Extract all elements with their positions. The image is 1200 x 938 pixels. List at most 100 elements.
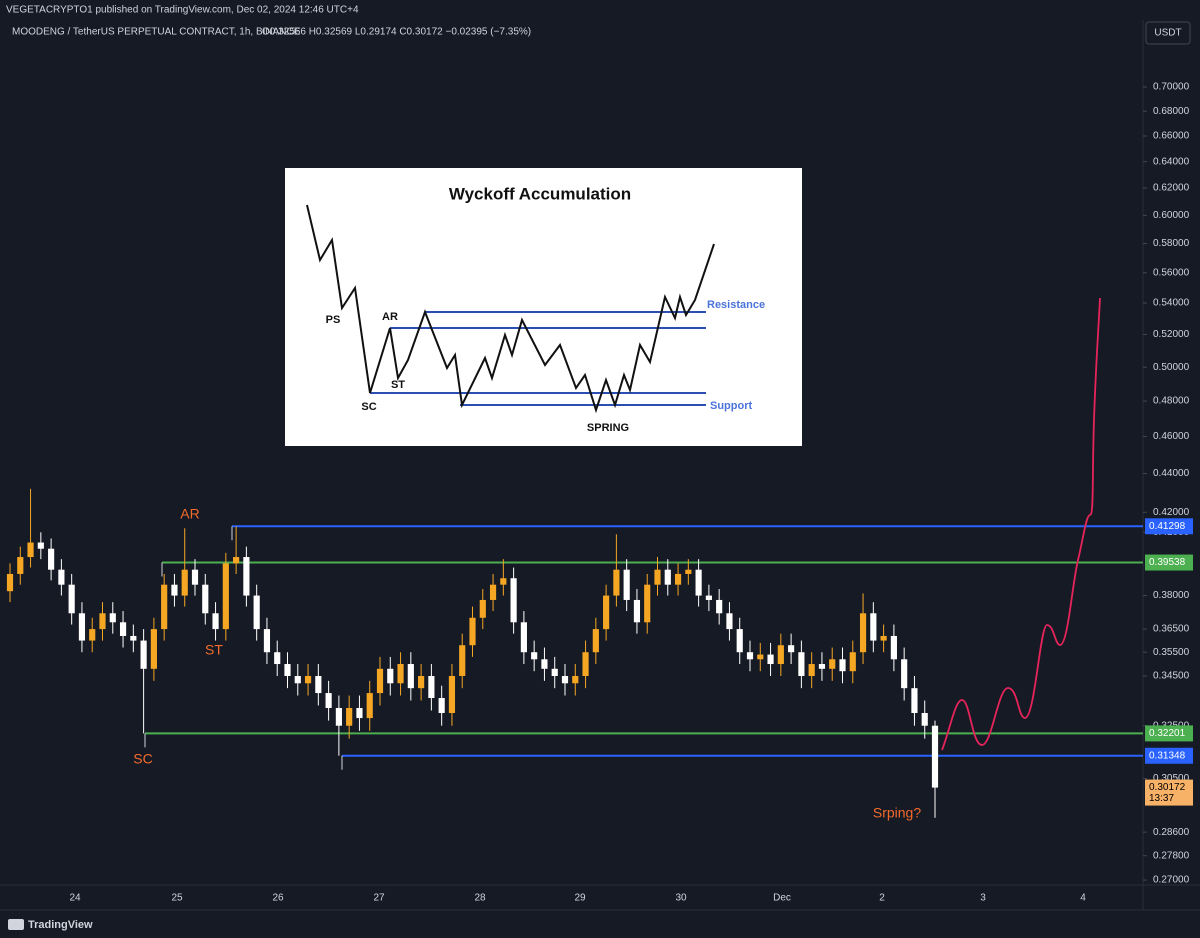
y-tick-label: 0.64000 [1153,156,1190,167]
candle-body [17,557,24,574]
currency-button[interactable] [1145,21,1191,45]
candle-body [623,569,630,600]
candle-body [911,688,918,714]
candle-body [459,645,466,677]
candle-body [561,676,569,684]
candle-body [397,664,404,684]
candle-body [582,652,589,677]
inset-label: ST [391,379,405,391]
y-tick-label: 0.66000 [1153,131,1190,142]
y-tick-label: 0.46000 [1153,431,1190,442]
candle-body [140,640,147,669]
inset-price-path [306,204,715,414]
x-tick-label: 30 [675,893,687,904]
x-tick-label: 4 [1080,893,1086,904]
candle-body [438,698,445,714]
candle-body [89,629,96,641]
candle-body [777,645,784,665]
price-label: 0.32201 [1149,728,1186,739]
symbol: MOODENG / TetherUS PERPETUAL CONTRACT, 1… [12,27,301,38]
candle-body [674,573,682,585]
candle-body [551,668,558,677]
candle-body [603,595,610,630]
candle-body [37,542,44,549]
currency[interactable]: USDT [1154,28,1181,39]
annotation: SC [133,751,152,767]
candle-body [428,676,435,699]
candle-body [253,595,260,630]
last-price-box [1145,779,1193,806]
inset-label: PS [326,314,341,326]
candle-body [901,659,908,689]
inset-label: Resistance [707,299,765,311]
candle-body [27,542,34,558]
y-tick-label: 0.50000 [1153,362,1190,373]
candle-body [448,676,456,714]
candle-body [161,584,168,630]
candle-body [294,676,301,684]
x-tick-label: 25 [171,893,183,904]
x-tick-label: 28 [474,893,486,904]
candle-body [921,713,928,726]
candle-body [263,629,271,653]
candle-body [6,573,14,592]
candle-body [633,599,641,623]
candle-body [654,569,661,585]
candle-body [716,599,723,614]
brand: TradingView [28,919,93,931]
price-label-box [1145,518,1193,535]
candle-body [870,613,877,641]
price-label-box [1145,747,1193,764]
price-label-box [1145,554,1193,571]
inset-label: Support [710,400,752,412]
candle-body [808,664,815,677]
price-label: 0.31348 [1149,750,1186,761]
ohlc: O0.32566 H0.32569 L0.29174 C0.30172 −0.0… [262,27,531,38]
candle-body [181,569,188,596]
y-tick-label: 0.70000 [1153,82,1190,93]
inset-panel [285,168,802,446]
plot: 0.70000 0.68000 0.66000 0.64000 0.62000 0.600… [6,82,1193,904]
y-tick-label: 0.56000 [1153,267,1190,278]
y-tick-label: 0.54000 [1153,298,1190,309]
candle-body [335,707,342,726]
y-tick-label: 0.52000 [1153,329,1190,340]
candle-body [746,652,754,660]
candle-body [387,668,394,684]
candle-body [202,584,209,614]
inset-label: AR [382,311,398,323]
candle-body [243,557,250,596]
candle-body [304,676,312,684]
candle-body [510,578,517,623]
candle-body [695,569,702,596]
candle-body [664,569,671,585]
candle-body [130,635,137,641]
candle-body [99,613,106,630]
y-tick-label: 0.36500 [1153,624,1190,635]
inset-label: SPRING [587,422,629,434]
candle-body [829,659,836,669]
candle-body [572,676,579,684]
candle-body [407,664,414,689]
x-tick-label: 3 [980,893,986,904]
candle-body [592,629,599,653]
x-tick-label: 24 [69,893,81,904]
candle-body [757,654,764,660]
candle-body [890,635,897,660]
price-label-box [1145,725,1193,742]
y-tick-label: 0.27800 [1153,850,1190,861]
candle-body [541,659,548,669]
candle-body [48,548,55,570]
x-tick-label: 2 [879,893,885,904]
x-tick-label: 27 [373,893,385,904]
y-tick-label: 0.48000 [1153,396,1190,407]
y-tick-label: 0.35500 [1153,647,1190,658]
y-tick-label: 0.58000 [1153,238,1190,249]
candle-body [212,613,219,630]
candle-body [366,693,373,719]
y-tick-label: 0.30500 [1153,773,1190,784]
last-price: 0.30172 [1149,782,1186,793]
candle-body [705,595,712,600]
